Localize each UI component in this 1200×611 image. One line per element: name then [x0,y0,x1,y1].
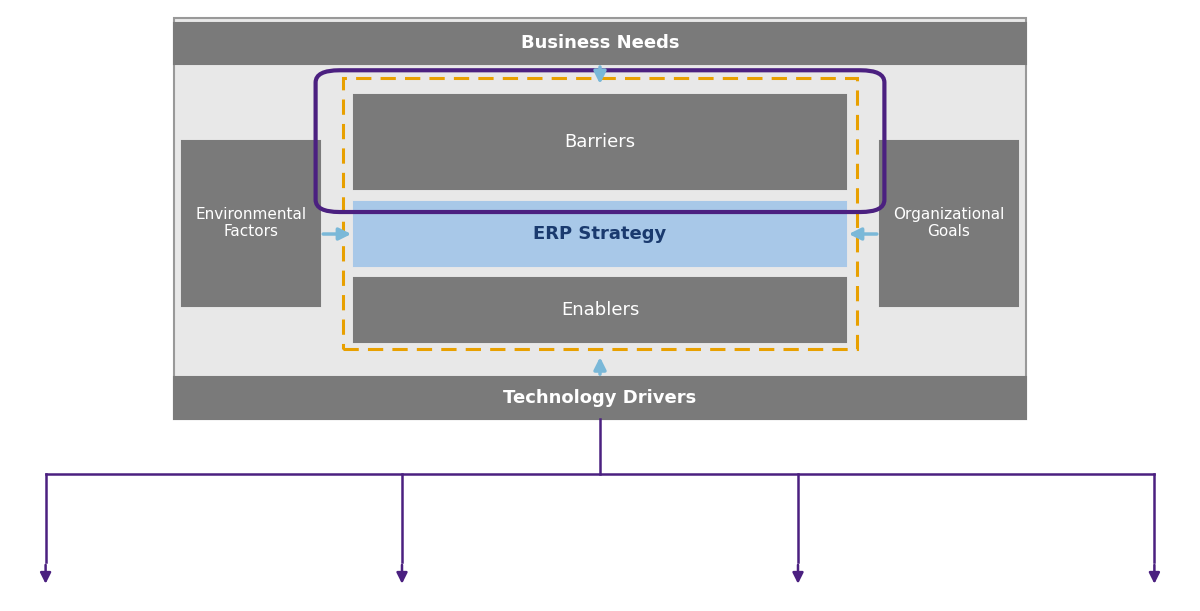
FancyBboxPatch shape [880,141,1018,306]
Text: Barriers: Barriers [564,133,636,151]
FancyBboxPatch shape [174,23,1026,64]
Text: Technology Drivers: Technology Drivers [503,389,697,407]
FancyBboxPatch shape [354,202,846,266]
FancyBboxPatch shape [354,95,846,189]
FancyBboxPatch shape [174,18,1026,419]
Text: Organizational
Goals: Organizational Goals [893,207,1004,240]
Text: Environmental
Factors: Environmental Factors [196,207,307,240]
FancyBboxPatch shape [182,141,320,306]
Text: Enablers: Enablers [560,301,640,319]
Text: Business Needs: Business Needs [521,34,679,53]
FancyBboxPatch shape [354,278,846,342]
FancyBboxPatch shape [174,377,1026,419]
Text: ERP Strategy: ERP Strategy [533,225,667,243]
